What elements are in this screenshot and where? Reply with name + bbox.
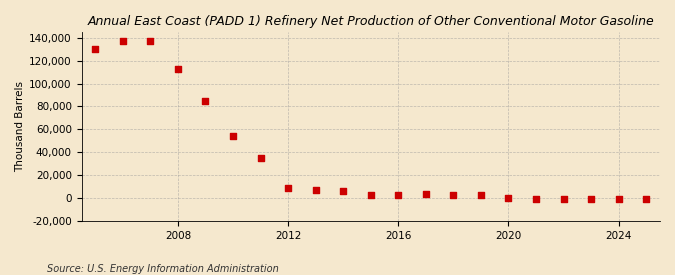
Point [641,197,651,202]
Point [421,192,431,196]
Point [586,196,597,201]
Point [173,67,184,71]
Title: Annual East Coast (PADD 1) Refinery Net Production of Other Conventional Motor G: Annual East Coast (PADD 1) Refinery Net … [87,15,654,28]
Point [338,189,348,193]
Point [503,195,514,200]
Point [558,196,569,201]
Point [283,186,294,191]
Point [227,134,238,138]
Point [255,156,266,160]
Point [393,193,404,197]
Point [476,193,487,197]
Point [310,188,321,192]
Point [145,39,156,43]
Point [448,192,459,197]
Point [531,196,541,201]
Point [117,39,128,43]
Point [365,192,376,197]
Point [200,98,211,103]
Point [90,47,101,51]
Text: Source: U.S. Energy Information Administration: Source: U.S. Energy Information Administ… [47,264,279,274]
Point [614,197,624,202]
Y-axis label: Thousand Barrels: Thousand Barrels [15,81,25,172]
